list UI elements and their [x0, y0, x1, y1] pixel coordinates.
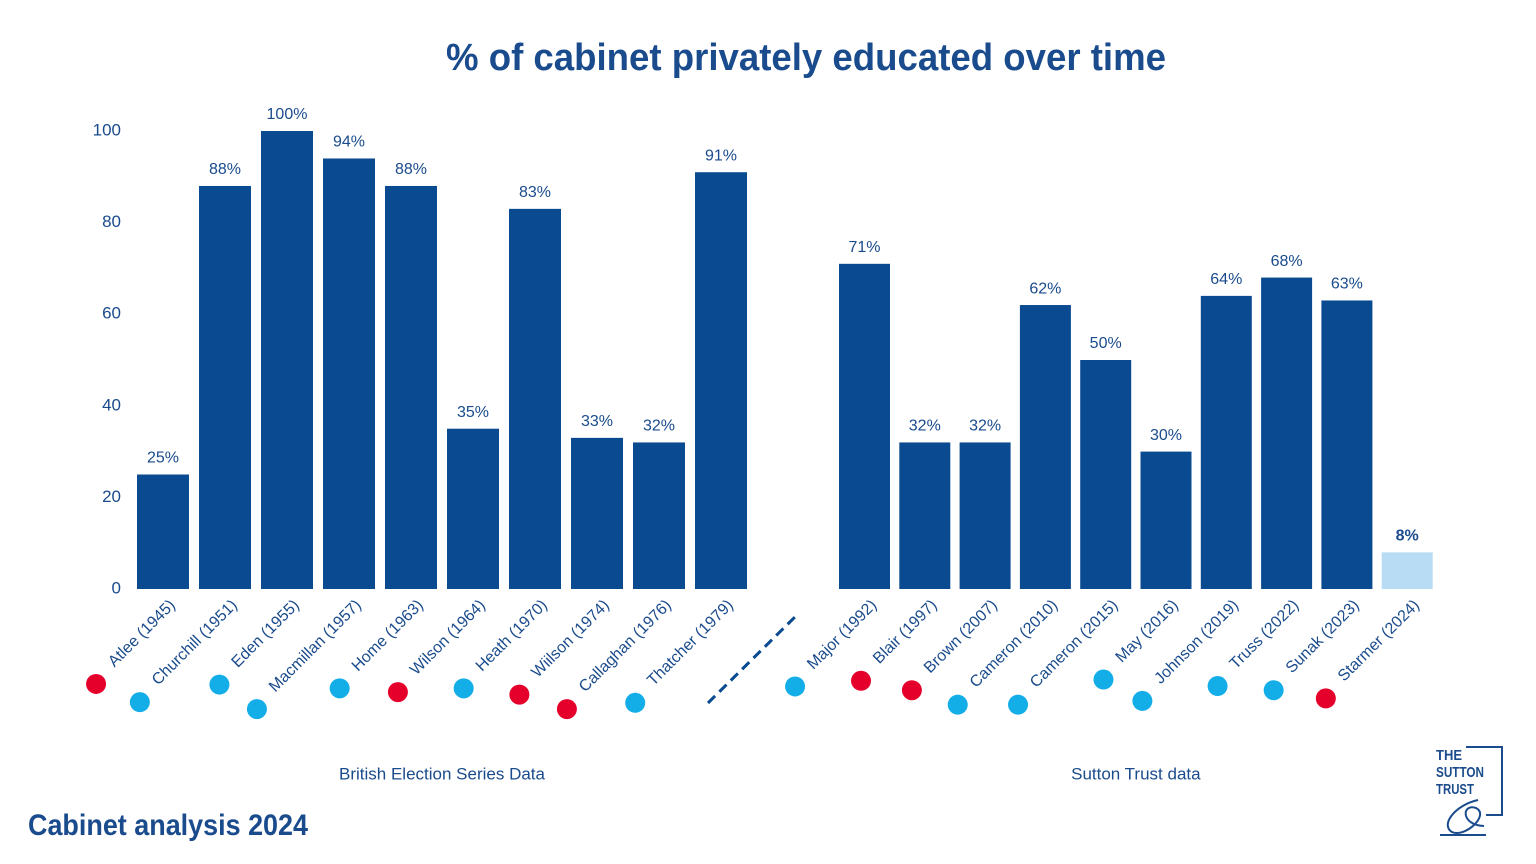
- party-dot: [851, 670, 872, 691]
- bar: [1381, 552, 1433, 589]
- value-label: 8%: [1396, 528, 1419, 545]
- logo-line: TRUST: [1436, 781, 1474, 798]
- value-label: 88%: [395, 161, 427, 178]
- party-dot: [556, 699, 577, 720]
- y-tick-label: 80: [102, 212, 121, 231]
- bar: [1140, 451, 1192, 589]
- party-dot: [329, 678, 350, 699]
- value-label: 71%: [848, 239, 880, 256]
- value-label: 50%: [1090, 335, 1122, 352]
- bar: [323, 158, 375, 590]
- party-dot: [509, 684, 530, 705]
- value-label: 64%: [1210, 271, 1242, 288]
- group-label: Sutton Trust data: [1071, 764, 1201, 783]
- party-dot: [785, 676, 806, 697]
- party-dot: [1008, 694, 1029, 715]
- logo-line: THE: [1436, 747, 1462, 764]
- y-tick-label: 60: [102, 304, 121, 323]
- value-label: 94%: [333, 134, 365, 151]
- value-label: 68%: [1271, 253, 1303, 270]
- bar: [839, 263, 890, 589]
- bar: [1080, 360, 1132, 589]
- bar: [571, 437, 623, 589]
- party-dot: [246, 699, 267, 720]
- bar: [1261, 277, 1313, 589]
- party-dot: [129, 692, 150, 713]
- bar: [1321, 300, 1373, 589]
- value-label: 91%: [705, 147, 737, 164]
- party-dot: [209, 674, 230, 695]
- bar: [959, 442, 1011, 589]
- party-dot: [1132, 690, 1153, 711]
- party-dot: [947, 694, 968, 715]
- x-tick-label: Major (1992): [804, 597, 880, 673]
- y-tick-label: 0: [112, 578, 121, 597]
- bar: [447, 428, 499, 589]
- chart-title: % of cabinet privately educated over tim…: [446, 37, 1166, 79]
- value-label: 100%: [267, 106, 308, 123]
- value-label: 32%: [643, 418, 675, 435]
- value-label: 35%: [457, 404, 489, 421]
- footer: Cabinet analysis 2024: [28, 809, 308, 842]
- value-label: 33%: [581, 413, 613, 430]
- logo-frame: [1440, 746, 1503, 836]
- party-dot: [625, 692, 646, 713]
- value-label: 62%: [1029, 280, 1061, 297]
- bar: [137, 474, 189, 589]
- party-dot: [1093, 669, 1114, 690]
- party-dot: [86, 673, 107, 694]
- bar: [199, 185, 251, 589]
- party-dot: [901, 680, 922, 701]
- party-dot: [1263, 680, 1284, 701]
- value-label: 30%: [1150, 427, 1182, 444]
- logo-line: SUTTON: [1436, 764, 1484, 781]
- party-dot: [387, 682, 408, 703]
- party-dot: [1315, 688, 1336, 709]
- value-label: 32%: [909, 418, 941, 435]
- bar: [633, 442, 685, 589]
- bar: [695, 172, 747, 589]
- y-tick-label: 100: [93, 120, 121, 139]
- value-label: 25%: [147, 450, 179, 467]
- y-tick-label: 40: [102, 395, 121, 414]
- group-label: British Election Series Data: [339, 764, 546, 783]
- bar: [261, 131, 313, 589]
- party-dot: [1207, 676, 1228, 697]
- divider: [706, 612, 800, 705]
- bar: [899, 442, 951, 589]
- logo: THE SUTTON TRUST: [1436, 746, 1503, 836]
- bar: [1200, 295, 1252, 589]
- bar: [509, 208, 561, 590]
- value-label: 32%: [969, 418, 1001, 435]
- value-label: 83%: [519, 184, 551, 201]
- value-label: 88%: [209, 161, 241, 178]
- y-tick-label: 20: [102, 487, 121, 506]
- bar: [1019, 305, 1071, 589]
- value-label: 63%: [1331, 276, 1363, 293]
- logo-swirl: [1446, 799, 1485, 834]
- party-dot: [453, 678, 474, 699]
- bar: [385, 185, 437, 589]
